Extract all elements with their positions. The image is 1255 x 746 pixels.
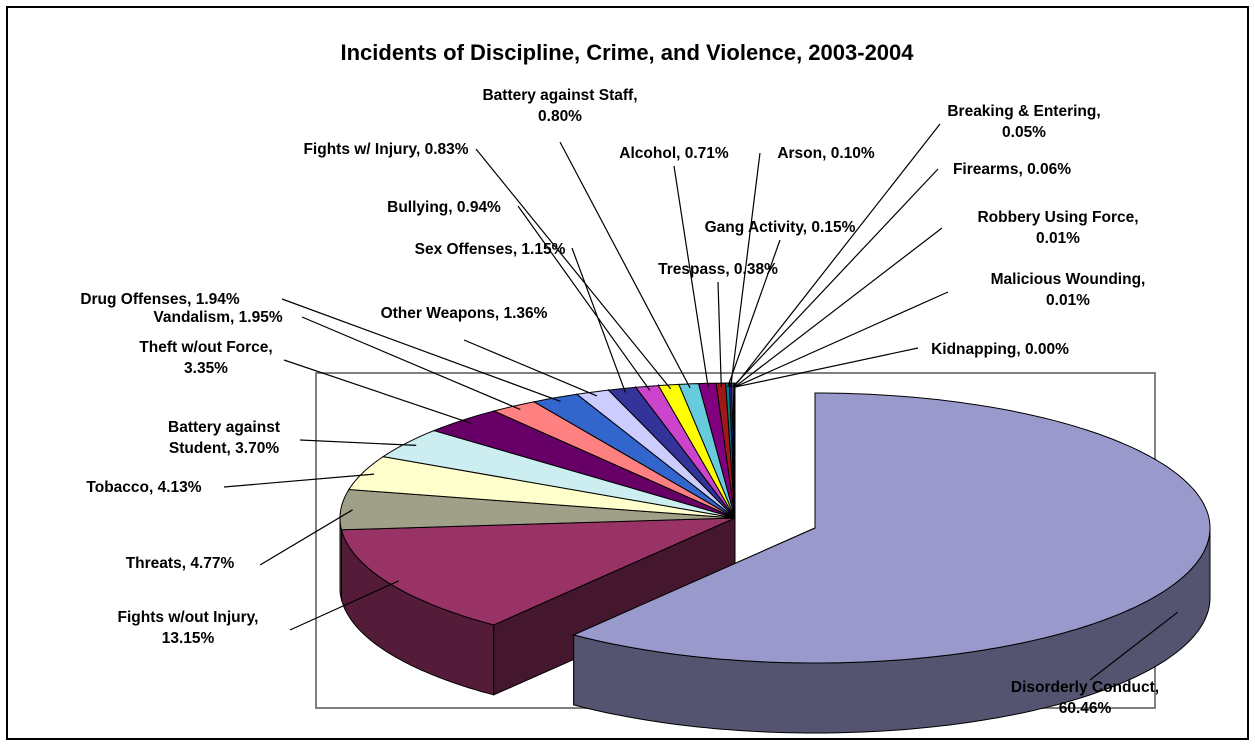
leader-line-battery-against-staff	[559, 141, 691, 389]
chart-title: Incidents of Discipline, Crime, and Viol…	[340, 40, 914, 65]
leader-line-theft-w-out-force	[283, 359, 471, 424]
leader-line-trespass	[717, 281, 722, 388]
data-label-line1: Battery against Staff,	[482, 87, 637, 104]
data-label-robbery-using-force: Robbery Using Force, 0.01%	[977, 209, 1138, 247]
leader-line-gang-activity	[727, 239, 781, 388]
slice-tobacco	[348, 456, 736, 519]
data-label-fights-w-injury: Fights w/ Injury, 0.83%	[303, 141, 468, 158]
data-label-line1: Threats, 4.77%	[126, 555, 235, 572]
slice-drug-offenses	[532, 393, 736, 519]
data-label-line2: 60.46%	[1059, 700, 1112, 717]
data-label-line2: 13.15%	[162, 630, 215, 647]
data-label-line1: Trespass, 0.38%	[658, 261, 778, 278]
data-label-alcohol: Alcohol, 0.71%	[619, 145, 729, 162]
data-label-line1: Robbery Using Force,	[977, 209, 1138, 226]
data-label-line1: Tobacco, 4.13%	[86, 479, 201, 496]
leader-line-fights-w-out-injury	[289, 580, 400, 631]
slice-threats	[339, 488, 736, 531]
data-label-line1: Kidnapping, 0.00%	[931, 341, 1069, 358]
data-label-trespass: Trespass, 0.38%	[658, 261, 778, 278]
leader-line-bullying	[517, 205, 651, 391]
leader-line-kidnapping	[734, 347, 919, 388]
data-label-line1: Drug Offenses, 1.94%	[80, 291, 240, 308]
leader-line-robbery-using-force	[734, 227, 943, 388]
data-label-line1: Theft w/out Force,	[139, 339, 272, 356]
label-layer: Disorderly Conduct, 60.46% Fights w/out In…	[80, 87, 1178, 717]
leader-line-tobacco	[223, 473, 375, 488]
data-label-line2: 0.01%	[1046, 292, 1090, 309]
slice-disorderly-conduct	[572, 392, 1211, 664]
data-label-battery-against-staff: Battery against Staff, 0.80%	[482, 87, 637, 125]
data-label-tobacco: Tobacco, 4.13%	[86, 479, 201, 496]
slice-fights-w-out-injury	[340, 517, 736, 626]
leader-line-fights-w-injury	[475, 148, 672, 390]
data-label-line2: 0.01%	[1036, 230, 1080, 247]
data-label-malicious-wounding: Malicious Wounding, 0.01%	[991, 271, 1146, 309]
data-label-fights-w-out-injury: Fights w/out Injury, 13.15%	[118, 609, 259, 647]
data-label-disorderly-conduct: Disorderly Conduct, 60.46%	[1011, 679, 1159, 717]
data-label-line1: Fights w/out Injury,	[118, 609, 259, 626]
data-label-line1: Bullying, 0.94%	[387, 199, 501, 216]
data-label-arson: Arson, 0.10%	[777, 145, 875, 162]
data-label-line2: 0.80%	[538, 108, 582, 125]
data-label-line1: Gang Activity, 0.15%	[705, 219, 856, 236]
leader-line-sex-offenses	[571, 247, 626, 393]
data-label-firearms: Firearms, 0.06%	[953, 161, 1071, 178]
data-label-line1: Firearms, 0.06%	[953, 161, 1071, 178]
leader-line-battery-against-student	[299, 439, 417, 446]
data-label-line2: 3.35%	[184, 360, 228, 377]
data-label-line1: Malicious Wounding,	[991, 271, 1146, 288]
data-label-other-weapons: Other Weapons, 1.36%	[381, 305, 548, 322]
pie-layer	[339, 382, 1211, 734]
data-label-line1: Vandalism, 1.95%	[153, 309, 282, 326]
leader-line-disorderly-conduct	[1089, 611, 1178, 681]
data-label-battery-against-student: Battery against Student, 3.70%	[168, 419, 280, 457]
data-label-line1: Other Weapons, 1.36%	[381, 305, 548, 322]
data-label-threats: Threats, 4.77%	[126, 555, 235, 572]
data-label-line1: Sex Offenses, 1.15%	[415, 241, 566, 258]
slice-other-weapons	[575, 389, 736, 519]
data-label-kidnapping: Kidnapping, 0.00%	[931, 341, 1069, 358]
data-label-bullying: Bullying, 0.94%	[387, 199, 501, 216]
leader-line-breaking-and-entering	[733, 123, 941, 388]
data-label-theft-w-out-force: Theft w/out Force, 3.35%	[139, 339, 272, 377]
data-label-breaking-and-entering: Breaking & Entering, 0.05%	[947, 103, 1100, 141]
leader-line-alcohol	[673, 165, 709, 388]
data-label-line2: 0.05%	[1002, 124, 1046, 141]
data-label-line1: Breaking & Entering,	[947, 103, 1100, 120]
leader-line-firearms	[732, 168, 939, 388]
data-label-line1: Disorderly Conduct,	[1011, 679, 1159, 696]
data-label-line2: Student, 3.70%	[169, 440, 279, 457]
leader-line-arson	[730, 152, 761, 388]
data-label-line1: Arson, 0.10%	[777, 145, 875, 162]
slice-battery-against-student	[381, 430, 736, 519]
leader-line-threats	[259, 509, 353, 566]
leader-line-malicious-wounding	[734, 291, 949, 388]
data-label-line1: Fights w/ Injury, 0.83%	[303, 141, 468, 158]
data-label-line1: Alcohol, 0.71%	[619, 145, 729, 162]
data-label-vandalism: Vandalism, 1.95%	[153, 309, 282, 326]
data-label-sex-offenses: Sex Offenses, 1.15%	[415, 241, 566, 258]
leader-line-drug-offenses	[281, 298, 561, 402]
data-label-drug-offenses: Drug Offenses, 1.94%	[80, 291, 240, 308]
leader-line-other-weapons	[463, 339, 598, 397]
data-label-gang-activity: Gang Activity, 0.15%	[705, 219, 856, 236]
data-label-line1: Battery against	[168, 419, 280, 436]
leader-line-vandalism	[301, 316, 521, 411]
